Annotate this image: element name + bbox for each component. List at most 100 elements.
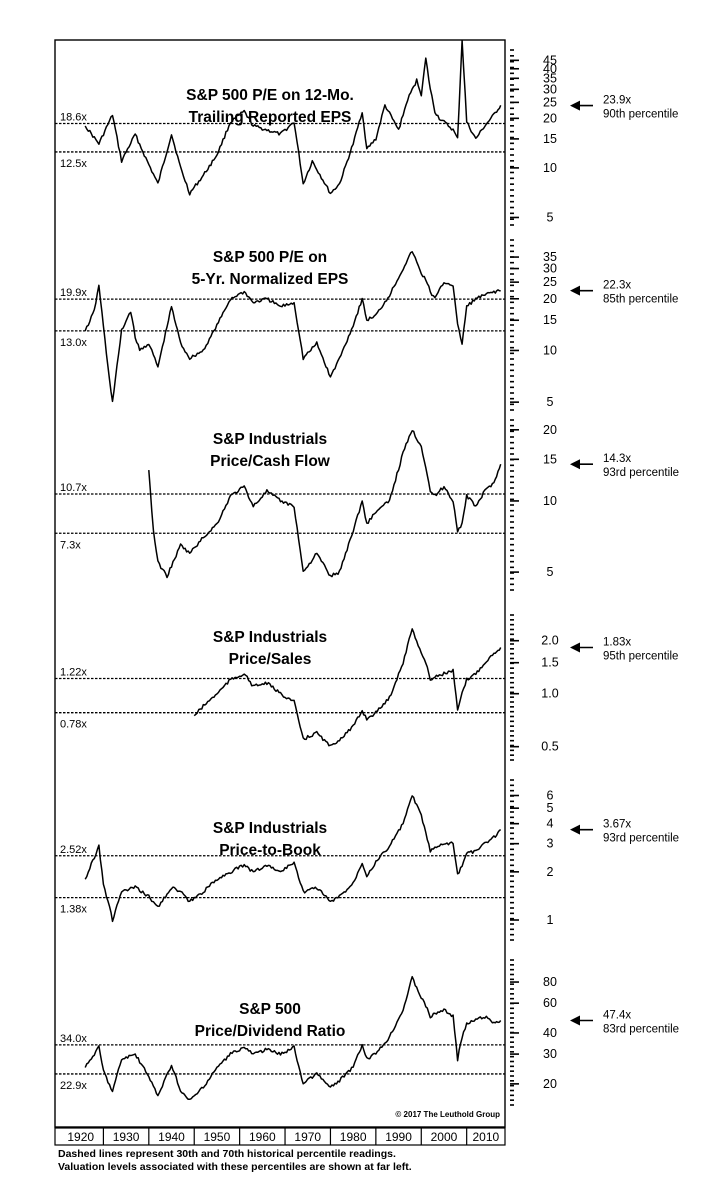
plot-frame <box>54 39 506 1128</box>
upper-percentile-label: 1.22x <box>60 666 87 678</box>
footnote-line-2: Valuation levels associated with these p… <box>58 1161 412 1173</box>
panel-title-line: S&P Industrials <box>213 820 327 837</box>
y-axis-tick-label: 10 <box>543 494 557 508</box>
y-axis-tick-label: 30 <box>543 262 557 276</box>
lower-percentile-label: 13.0x <box>60 337 87 349</box>
panel-title-line: 5-Yr. Normalized EPS <box>192 271 349 288</box>
panel-2: S&P 500 P/E on 5-Yr. Normalized EPS 19.9x 1… <box>55 239 678 411</box>
y-axis-tick-label: 20 <box>543 292 557 306</box>
panel-title-line: Price/Cash Flow <box>210 453 331 470</box>
y-axis-tick-label: 15 <box>543 452 557 466</box>
panel-title-line: S&P 500 P/E on <box>213 249 327 266</box>
lower-percentile-label: 22.9x <box>60 1080 87 1092</box>
current-value-arrowhead <box>570 1015 580 1026</box>
decade-label: 2010 <box>472 1130 499 1144</box>
y-axis-tick-label: 80 <box>543 975 557 989</box>
current-value-label: 14.3x <box>603 453 631 465</box>
series-line <box>84 251 501 403</box>
lower-percentile-label: 7.3x <box>60 539 81 551</box>
lower-percentile-label: 1.38x <box>60 904 87 916</box>
y-axis-tick-label: 5 <box>547 210 554 224</box>
current-value-label: 47.4x <box>603 1009 631 1021</box>
current-percentile-label: 95th percentile <box>603 651 678 663</box>
y-axis-tick-label: 1.5 <box>541 656 558 670</box>
current-value-label: 22.3x <box>603 280 631 292</box>
panel-title-line: Price/Dividend Ratio <box>195 1023 346 1040</box>
panel-6: S&P 500 Price/Dividend Ratio 34.0x 22.9x 20 3… <box>55 959 679 1106</box>
upper-percentile-label: 18.6x <box>60 112 87 124</box>
y-axis-tick-label: 15 <box>543 132 557 146</box>
y-axis-tick-label: 30 <box>543 1047 557 1061</box>
decade-label: 1920 <box>67 1130 94 1144</box>
y-axis-tick-label: 20 <box>543 423 557 437</box>
y-axis-tick-label: 1 <box>547 913 554 927</box>
y-axis-tick-label: 40 <box>543 1026 557 1040</box>
panel-title-line: S&P Industrials <box>213 431 327 448</box>
y-axis-tick-label: 3 <box>547 837 554 851</box>
footnote-line-1: Dashed lines represent 30th and 70th his… <box>58 1148 396 1160</box>
series-line <box>148 430 502 579</box>
current-percentile-label: 83rd percentile <box>603 1023 679 1035</box>
y-axis-tick-label: 10 <box>543 343 557 357</box>
current-percentile-label: 90th percentile <box>603 109 678 121</box>
y-axis-tick-label: 20 <box>543 1077 557 1091</box>
y-axis-tick-label: 40 <box>543 62 557 76</box>
series-line <box>84 975 502 1101</box>
current-percentile-label: 93rd percentile <box>603 467 679 479</box>
y-axis-tick-label: 20 <box>543 111 557 125</box>
y-axis-tick-label: 45 <box>543 53 557 67</box>
lower-percentile-label: 12.5x <box>60 158 87 170</box>
decade-label: 1940 <box>158 1130 185 1144</box>
panel-4: S&P Industrials Price/Sales 1.22x 0.78x 0.5 1… <box>55 614 678 761</box>
y-axis-tick-label: 30 <box>543 82 557 96</box>
y-axis-tick-label: 60 <box>543 996 557 1010</box>
panel-5: S&P Industrials Price-to-Book 2.52x 1.38x 1 2… <box>55 779 679 941</box>
y-axis-tick-label: 5 <box>547 565 554 579</box>
decade-label: 1960 <box>249 1130 276 1144</box>
panel-title-line: Price-to-Book <box>219 842 321 859</box>
y-axis-tick-label: 5 <box>547 801 554 815</box>
upper-percentile-label: 10.7x <box>60 482 87 494</box>
decade-label: 1990 <box>385 1130 412 1144</box>
decade-label: 1930 <box>113 1130 140 1144</box>
y-axis-tick-label: 35 <box>543 250 557 264</box>
series-line <box>84 795 502 923</box>
panel-title-line: Price/Sales <box>229 651 312 668</box>
panel-title-line: Trailing Reported EPS <box>189 109 352 126</box>
current-percentile-label: 93rd percentile <box>603 833 679 845</box>
y-axis-tick-label: 5 <box>547 395 554 409</box>
y-axis-tick-label: 2.0 <box>541 634 558 648</box>
y-axis-tick-label: 6 <box>547 789 554 803</box>
upper-percentile-label: 2.52x <box>60 844 87 856</box>
current-value-arrowhead <box>570 642 580 653</box>
decade-axis: 1920 1930 1940 1950 1960 1970 1980 1990 2000 2010 <box>54 1127 506 1146</box>
series-line <box>193 628 502 747</box>
y-axis-tick-label: 25 <box>543 275 557 289</box>
series-line <box>84 39 502 196</box>
current-value-arrowhead <box>570 459 580 470</box>
decade-strip-frame <box>54 1127 506 1146</box>
current-value-arrowhead <box>570 285 580 296</box>
current-value-label: 23.9x <box>603 95 631 107</box>
y-axis-tick-label: 15 <box>543 313 557 327</box>
panel-3: S&P Industrials Price/Cash Flow 10.7x 7.3x 5… <box>55 419 679 591</box>
y-axis-tick-label: 4 <box>547 817 554 831</box>
current-percentile-label: 85th percentile <box>603 294 678 306</box>
source-note: © 2017 The Leuthold Group <box>395 1110 500 1119</box>
y-axis-tick-label: 25 <box>543 95 557 109</box>
decade-label: 1970 <box>294 1130 321 1144</box>
panels-group: S&P 500 P/E on 12-Mo. Trailing Reported E… <box>55 39 679 1106</box>
panel-title-line: S&P 500 <box>239 1001 301 1018</box>
current-value-arrowhead <box>570 100 580 111</box>
y-axis-tick-label: 2 <box>547 865 554 879</box>
panel-title-line: S&P 500 P/E on 12-Mo. <box>186 87 354 104</box>
panel-title-line: S&P Industrials <box>213 629 327 646</box>
decade-label: 2000 <box>431 1130 458 1144</box>
y-axis-tick-label: 0.5 <box>541 740 558 754</box>
panel-1: S&P 500 P/E on 12-Mo. Trailing Reported E… <box>55 39 678 226</box>
y-axis-tick-label: 35 <box>543 71 557 85</box>
y-axis-tick-label: 1.0 <box>541 687 558 701</box>
current-value-label: 1.83x <box>603 637 631 649</box>
upper-percentile-label: 34.0x <box>60 1033 87 1045</box>
